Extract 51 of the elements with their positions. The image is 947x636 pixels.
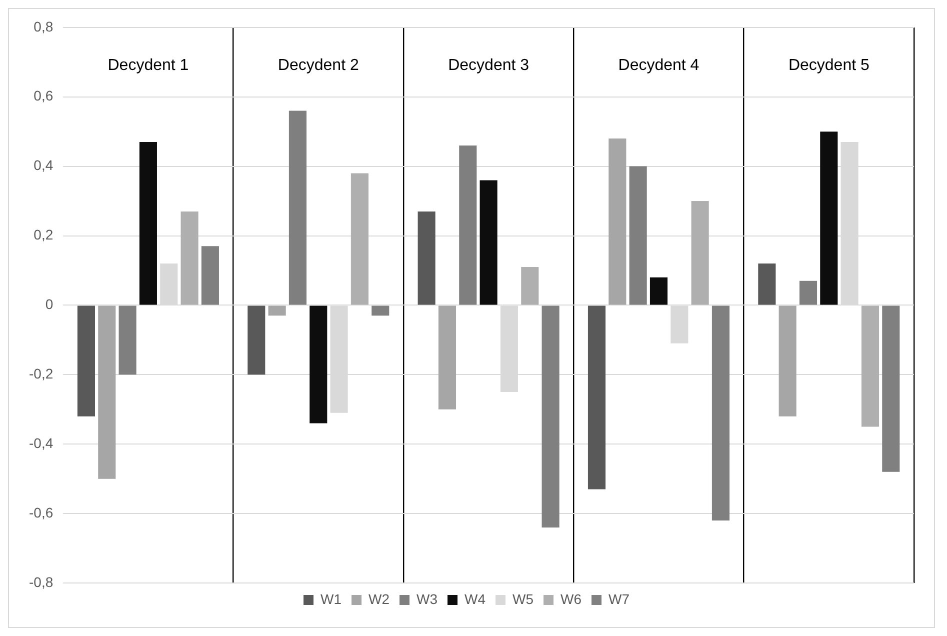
bar [882,306,900,472]
bar [758,264,776,305]
bar [608,138,626,305]
bar [542,306,560,528]
bar [288,110,307,305]
bar [418,211,436,305]
x-tick-label: Decydent 5 [788,56,870,74]
bar [118,306,136,375]
bar [521,267,539,305]
bar [778,306,796,416]
bar [77,306,95,416]
bar [712,306,730,520]
bar [861,306,880,427]
bar [98,306,116,479]
y-tick-label: -0,8 [29,574,54,590]
bar [248,306,266,375]
y-tick-label: 0,8 [34,18,54,34]
legend-label: W3 [416,590,438,607]
y-tick-label: 0,4 [34,157,54,174]
legend-label: W6 [560,590,582,607]
x-tick-label: Decydent 1 [108,56,189,74]
y-tick-label: 0 [45,296,54,312]
bar [799,280,818,305]
bar [820,132,838,305]
bar [459,145,477,305]
legend-label: W7 [608,590,630,607]
y-tick-label: 0,6 [34,88,54,104]
bar [180,211,198,305]
y-tick-label: -0,4 [29,434,54,451]
legend-label: W4 [464,590,486,607]
y-tick-label: -0,6 [29,504,54,520]
bar [350,173,368,305]
y-tick-label: 0,2 [34,226,54,243]
bar [201,246,219,305]
bar [650,277,668,305]
bar [480,180,498,305]
y-tick-label: -0,2 [29,366,54,382]
bar [310,306,328,424]
legend-label: W2 [368,590,390,607]
bar [139,142,157,305]
bar [372,306,390,316]
bar [268,306,286,316]
legend-label: W1 [320,590,342,607]
legend-label: W5 [512,590,534,607]
bar [691,201,709,305]
x-tick-label: Decydent 2 [278,56,359,74]
bar [588,306,606,490]
bar [438,306,456,410]
bar [629,166,647,305]
x-tick-label: Decydent 3 [448,56,530,74]
x-tick-label: Decydent 4 [618,56,700,74]
